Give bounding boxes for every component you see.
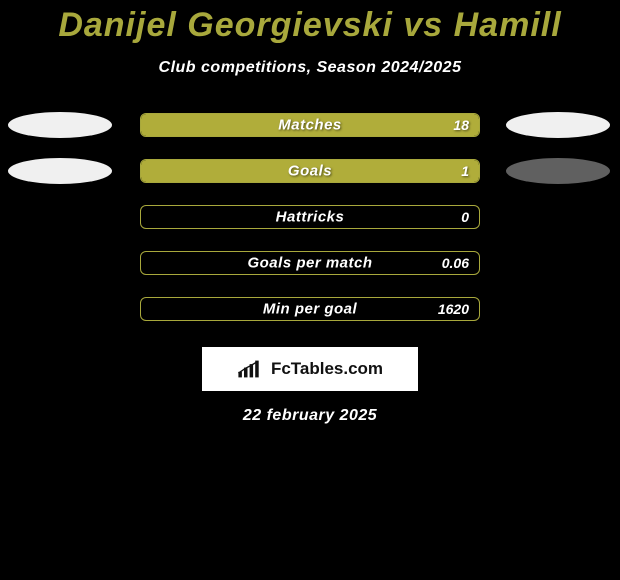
stat-bar: Min per goal 1620 <box>140 297 480 321</box>
stat-value: 1 <box>461 163 469 179</box>
right-ellipse <box>506 112 610 138</box>
stat-label: Matches <box>278 117 342 134</box>
stat-value: 0.06 <box>442 255 469 271</box>
date-label: 22 february 2025 <box>0 407 620 425</box>
stat-bar: Hattricks 0 <box>140 205 480 229</box>
stat-row: Goals per match 0.06 <box>0 251 620 275</box>
stat-row: Hattricks 0 <box>0 205 620 229</box>
stat-row: Matches 18 <box>0 113 620 137</box>
stat-value: 0 <box>461 209 469 225</box>
watermark-text: FcTables.com <box>271 359 383 379</box>
stat-value: 18 <box>453 117 469 133</box>
stat-bar: Goals per match 0.06 <box>140 251 480 275</box>
stat-label: Min per goal <box>263 301 357 318</box>
stat-rows: Matches 18 Goals 1 Hattricks 0 Goals per match… <box>0 113 620 321</box>
stat-value: 1620 <box>438 301 469 317</box>
watermark: FcTables.com <box>202 347 418 391</box>
left-ellipse <box>8 112 112 138</box>
stat-label: Goals per match <box>247 255 372 272</box>
stat-bar: Goals 1 <box>140 159 480 183</box>
right-ellipse <box>506 158 610 184</box>
stat-bar: Matches 18 <box>140 113 480 137</box>
bars-icon <box>237 359 265 379</box>
page-subtitle: Club competitions, Season 2024/2025 <box>0 59 620 77</box>
stat-label: Goals <box>288 163 332 180</box>
stat-row: Min per goal 1620 <box>0 297 620 321</box>
stat-label: Hattricks <box>276 209 345 226</box>
stat-row: Goals 1 <box>0 159 620 183</box>
page-title: Danijel Georgievski vs Hamill <box>0 0 620 45</box>
left-ellipse <box>8 158 112 184</box>
